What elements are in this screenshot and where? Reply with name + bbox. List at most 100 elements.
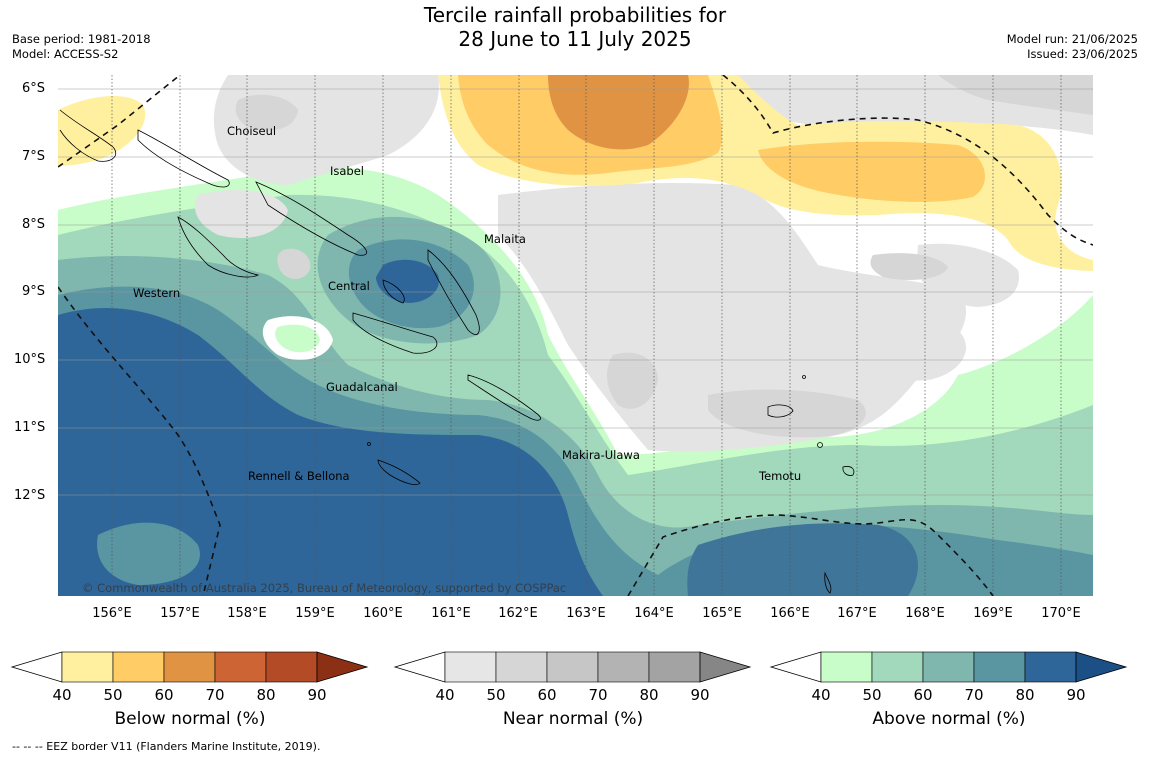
island-rennell [377,459,421,485]
colorbar-below: 40 50 60 70 80 90 [10,651,369,704]
label-makira: Makira-Ulawa [562,448,640,462]
lat-label-6s: 6°S [22,81,46,96]
label-guadalcanal: Guadalcanal [326,380,398,394]
lon-label-169e: 169°E [973,606,1013,621]
colorbar-above-segment [1024,651,1077,683]
lat-label-12s: 12°S [14,488,46,503]
near-50-island-b [708,389,866,438]
coastlines [59,109,855,594]
colorbar-above-tick-label: 40 [811,686,830,704]
map-gridlines [58,88,1093,496]
colorbar-near-segment [444,651,497,683]
colorbar-above-tick-label: 50 [862,686,881,704]
island-tiny-a [817,442,823,448]
meta-right: Model run: 21/06/2025 Issued: 23/06/2025 [1007,32,1138,62]
lon-label-157e: 157°E [160,606,200,621]
above-80-region [58,307,603,596]
island-guadalcanal [352,312,438,354]
map-title: Tercile rainfall probabilities for 28 Ju… [0,3,1150,51]
colorbar-title-below: Below normal (%) [114,709,266,729]
colorbar-near-tick-label: 70 [588,686,607,704]
colorbar-below-tick-label: 50 [103,686,122,704]
lon-label-170e: 170°E [1041,606,1081,621]
label-central: Central [328,279,370,293]
colorbar-above-segment [922,651,975,683]
colorbar-above-tick-label: 90 [1066,686,1085,704]
label-rennell: Rennell & Bellona [248,469,350,483]
island-makira [467,374,541,421]
colorbar-below-high-extension [316,651,369,683]
colorbar-below-tick-label: 60 [154,686,173,704]
place-labels: Choiseul Isabel Malaita Western Central … [133,124,801,483]
map-meridians [111,75,1062,596]
colorbar-below-tick-label: 40 [52,686,71,704]
colorbar-above-segment [820,651,873,683]
colorbar-below-segment [61,651,114,683]
island-tiny-b [802,375,806,379]
colorbar-title-near: Near normal (%) [502,709,644,729]
colorbar-title-above: Above normal (%) [872,709,1026,729]
lon-label-158e: 158°E [227,606,267,621]
lon-label-166e: 166°E [770,606,810,621]
above-70-west-lobe [97,522,200,585]
colorbar-near-segment [495,651,548,683]
island-new-georgia [177,216,260,278]
colorbar-above-tick-label: 70 [964,686,983,704]
island-temotu-a [767,404,794,418]
colorbar-below-segment [265,651,318,683]
lon-label-162e: 162°E [498,606,538,621]
forecast-map: Choiseul Isabel Malaita Western Central … [58,75,1093,596]
lon-label-161e: 161°E [431,606,471,621]
label-isabel: Isabel [330,164,364,178]
near-50-island-c [870,253,948,280]
island-choiseul [137,129,230,188]
island-small-a [824,571,832,594]
colorbar-near-high-extension [699,651,752,683]
colorbar-above-low-extension [769,651,822,683]
lat-label-7s: 7°S [22,149,46,164]
label-malaita: Malaita [484,232,526,246]
lon-label-167e: 167°E [837,606,877,621]
lat-label-8s: 8°S [22,217,46,232]
title-line-2: 28 June to 11 July 2025 [458,27,692,51]
colorbar-below-segment [163,651,216,683]
colorbar-near-segment [546,651,599,683]
colorbar-near-tick-label: 80 [639,686,658,704]
colorbar-above-high-extension [1075,651,1128,683]
model-run: Model run: 21/06/2025 [1006,32,1138,46]
colorbar-above-segment [871,651,924,683]
issued-date: Issued: 23/06/2025 [1027,47,1138,61]
colorbar-near-segment [597,651,650,683]
lon-label-160e: 160°E [363,606,403,621]
colorbar-above-tick-label: 60 [913,686,932,704]
lon-label-156e: 156°E [92,606,132,621]
colorbar-above-segment [973,651,1026,683]
base-period: Base period: 1981-2018 [12,32,151,46]
island-bougainville [59,109,117,162]
island-temotu-b [842,466,855,476]
colorbar-near-segment [648,651,701,683]
near-40-north-blob [194,190,288,238]
meta-left: Base period: 1981-2018 Model: ACCESS-S2 [12,32,151,62]
above-50-southwest-pocket [275,324,320,353]
island-malaita [427,249,480,335]
model-name: Model: ACCESS-S2 [12,47,119,61]
island-central-group [382,279,405,304]
below-40-west-region [58,95,146,166]
label-choiseul: Choiseul [227,124,276,138]
lat-label-9s: 9°S [22,284,46,299]
colorbar-near: 40 50 60 70 80 90 [393,651,752,704]
colorbar-below-tick-label: 90 [307,686,326,704]
lat-label-10s: 10°S [14,352,46,367]
label-temotu: Temotu [758,469,801,483]
colorbar-below-tick-label: 70 [205,686,224,704]
above-80-east-lobe [687,523,918,596]
eez-legend-note: -- -- -- EEZ border V11 (Flanders Marine… [12,740,321,753]
near-50-top-right [938,75,1093,115]
label-western: Western [133,286,180,300]
title-line-1: Tercile rainfall probabilities for [423,3,727,27]
near-50-small-blob [277,248,311,280]
colorbar-near-tick-label: 90 [690,686,709,704]
colorbar-above-tick-label: 80 [1015,686,1034,704]
lon-label-165e: 165°E [702,606,742,621]
